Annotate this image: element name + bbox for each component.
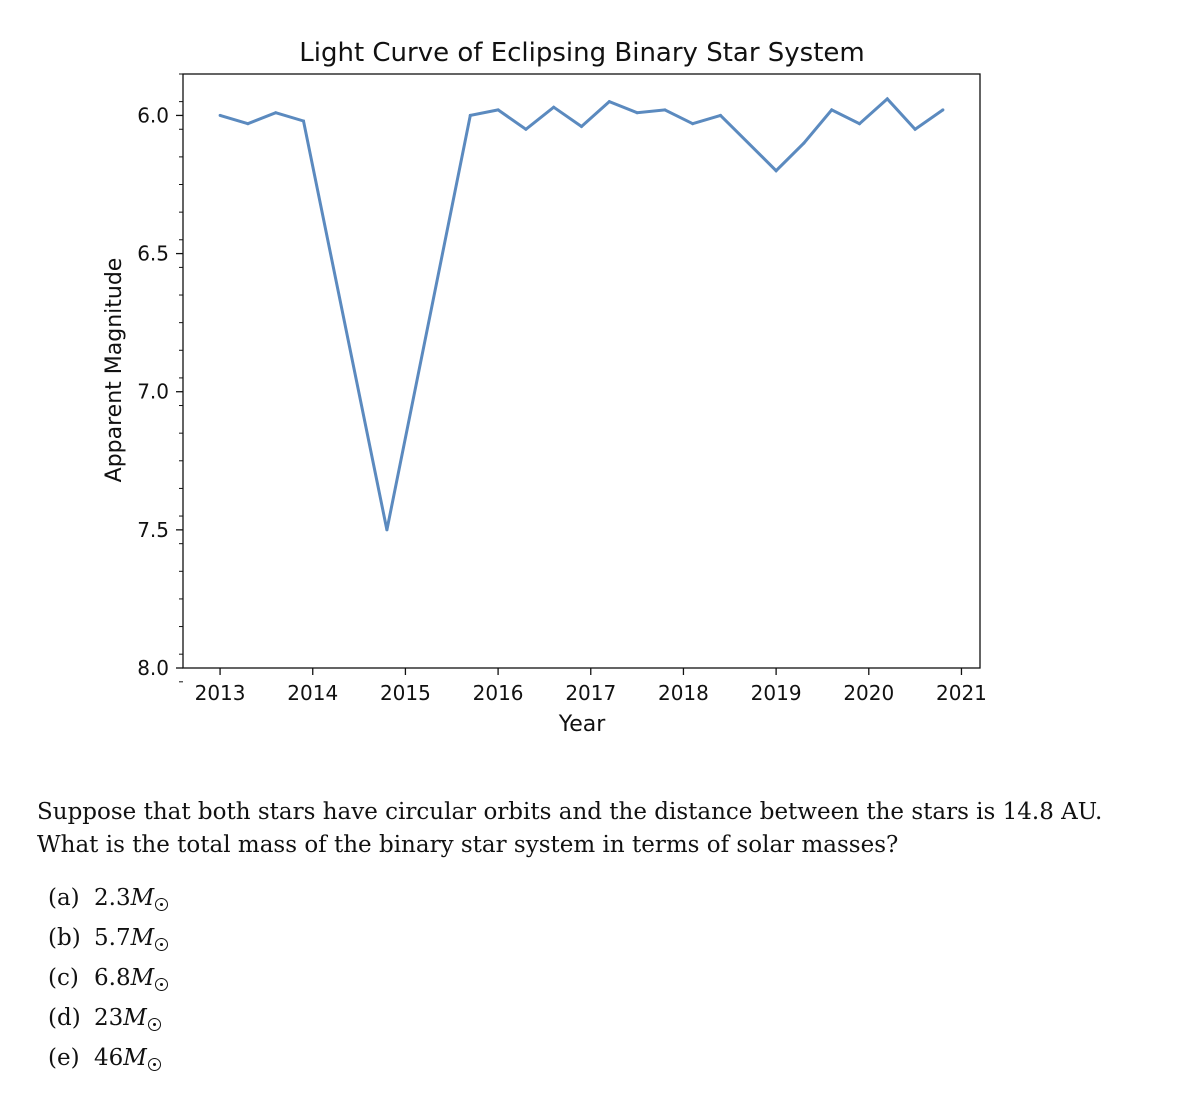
data-point: [607, 100, 611, 104]
option-letter: (a): [48, 885, 80, 911]
option-letter: (d): [48, 1005, 81, 1031]
axis-ticks: 2013 2014 2015 2016 2017 2018 2019 2020 2021 6.0 6…: [137, 73, 987, 705]
y-tick-label: 6.0: [137, 103, 169, 127]
data-series-line: [219, 96, 944, 531]
data-point: [302, 119, 305, 123]
data-point: [246, 122, 250, 126]
option-value: 23M: [94, 1005, 161, 1031]
x-tick-label: 2019: [751, 681, 802, 705]
option-value: 5.7M: [94, 925, 169, 951]
option-letter: (b): [48, 925, 81, 951]
data-point: [218, 113, 222, 117]
data-point: [941, 108, 945, 112]
option-letter: (e): [48, 1045, 80, 1071]
y-tick-label: 8.0: [137, 656, 169, 680]
x-tick-label: 2013: [195, 681, 246, 705]
data-points: [218, 97, 945, 532]
answer-options: (a) 2.3M (b) 5.7M (c) 6.8M (d) 23M (e) 46M: [48, 878, 169, 1078]
question-text: Suppose that both stars have circular or…: [37, 799, 1103, 858]
data-point: [580, 125, 583, 128]
data-point: [885, 97, 889, 101]
data-point: [691, 122, 695, 126]
x-tick-label: 2015: [380, 681, 431, 705]
x-tick-label: 2017: [565, 681, 616, 705]
data-point: [496, 108, 500, 112]
option-value: 46M: [94, 1045, 161, 1071]
data-point: [385, 528, 389, 532]
solar-symbol-icon: [147, 1058, 161, 1071]
data-point: [468, 113, 472, 117]
option-a[interactable]: (a) 2.3M: [48, 878, 169, 918]
data-point: [635, 111, 639, 115]
x-tick-label: 2014: [287, 681, 338, 705]
y-tick-label: 7.5: [137, 518, 169, 542]
data-point: [524, 127, 528, 131]
option-value: 6.8M: [94, 965, 169, 991]
data-point: [274, 111, 278, 115]
data-point: [663, 108, 667, 112]
y-axis-label: Apparent Magnitude: [102, 258, 127, 483]
option-b[interactable]: (b) 5.7M: [48, 918, 169, 958]
data-point: [719, 113, 722, 117]
plot-frame: [182, 73, 981, 669]
chart-title: Light Curve of Eclipsing Binary Star Sys…: [299, 38, 865, 68]
y-tick-label: 7.0: [137, 380, 169, 404]
light-curve-chart: Light Curve of Eclipsing Binary Star Sys…: [102, 38, 987, 737]
option-e[interactable]: (e) 46M: [48, 1038, 168, 1078]
data-point: [802, 141, 806, 145]
y-tick-label: 6.5: [137, 242, 169, 266]
data-point: [830, 108, 834, 112]
solar-symbol-icon: [147, 1018, 161, 1031]
solar-symbol-icon: [155, 938, 169, 951]
x-tick-label: 2016: [473, 681, 524, 705]
data-point: [913, 127, 917, 131]
x-tick-label: 2018: [658, 681, 709, 705]
data-point: [552, 105, 556, 109]
option-value: 2.3M: [94, 885, 169, 911]
data-point: [858, 122, 861, 126]
option-letter: (c): [48, 965, 79, 991]
solar-symbol-icon: [155, 898, 169, 911]
option-c[interactable]: (c) 6.8M: [48, 958, 169, 998]
x-tick-label: 2020: [843, 681, 894, 705]
option-d[interactable]: (d) 23M: [48, 998, 168, 1038]
solar-symbol-icon: [155, 978, 169, 991]
x-tick-label: 2021: [936, 681, 987, 705]
data-point: [774, 169, 778, 173]
x-axis-label: Year: [558, 712, 607, 737]
